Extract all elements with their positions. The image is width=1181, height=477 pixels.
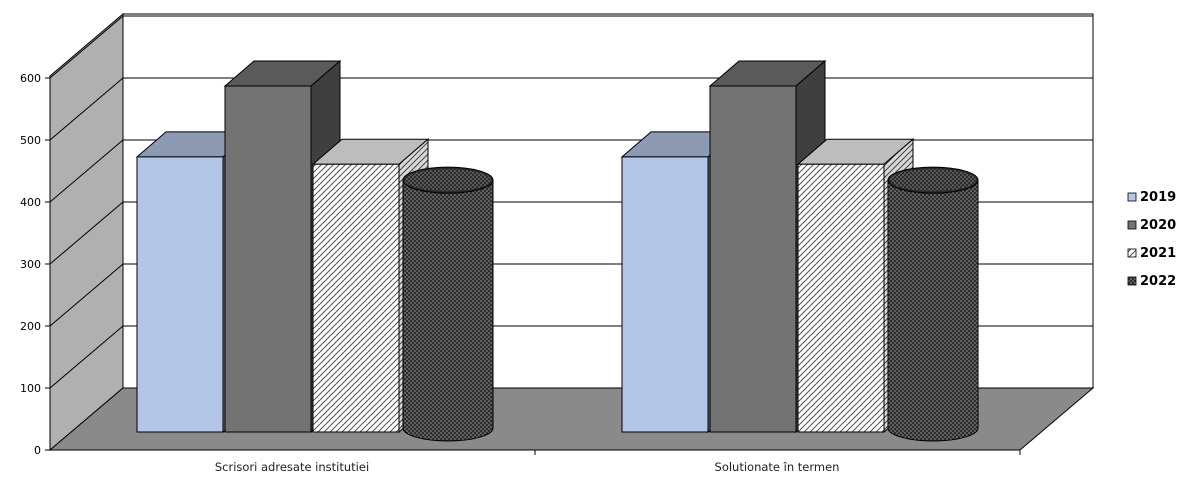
bar-front bbox=[621, 156, 709, 433]
y-tick-label: 500 bbox=[20, 134, 41, 147]
legend-swatch bbox=[1127, 276, 1137, 286]
y-axis: 0 100 200 300 400 500 600 bbox=[20, 72, 51, 457]
legend-swatch bbox=[1127, 192, 1137, 202]
y-tick-label: 300 bbox=[20, 258, 41, 271]
bars bbox=[135, 59, 979, 442]
bar-front bbox=[797, 163, 885, 433]
gridline-side bbox=[49, 139, 124, 203]
gridline-side bbox=[49, 77, 124, 141]
x-axis: Scrisori adresate institutiei Solutionate… bbox=[50, 449, 1021, 474]
bar-front bbox=[136, 156, 224, 433]
legend-label: 2021 bbox=[1140, 246, 1176, 261]
y-tick-label: 400 bbox=[20, 196, 41, 209]
bar bbox=[887, 166, 979, 442]
side-wall bbox=[49, 12, 124, 452]
legend-item: 2021 bbox=[1127, 246, 1176, 261]
legend-swatch bbox=[1127, 220, 1137, 230]
bar-group bbox=[135, 59, 494, 442]
bar-body bbox=[887, 179, 979, 442]
gridline-side bbox=[49, 201, 124, 265]
legend-label: 2019 bbox=[1140, 190, 1176, 205]
bar-top-texture bbox=[405, 169, 491, 192]
bar-front bbox=[224, 85, 312, 433]
category-label: Solutionate în termen bbox=[715, 460, 840, 474]
bar-body bbox=[402, 179, 494, 442]
bar-top-texture bbox=[890, 169, 976, 192]
y-tick-label: 200 bbox=[20, 320, 41, 333]
gridline-side bbox=[49, 325, 124, 389]
legend-item: 2020 bbox=[1127, 218, 1176, 233]
y-tick-label: 0 bbox=[34, 444, 41, 457]
legend-swatch bbox=[1127, 248, 1137, 258]
legend-label: 2022 bbox=[1140, 274, 1176, 289]
y-tick-label: 100 bbox=[20, 382, 41, 395]
y-tick-label: 600 bbox=[20, 72, 41, 85]
category-label: Scrisori adresate institutiei bbox=[215, 460, 369, 474]
bar-front bbox=[312, 163, 400, 433]
legend: 2019 2020 2021 2022 bbox=[1127, 190, 1176, 289]
bar bbox=[402, 166, 494, 442]
gridline-side bbox=[49, 263, 124, 327]
bar-group bbox=[620, 59, 979, 442]
bar-front bbox=[709, 85, 797, 433]
legend-item: 2019 bbox=[1127, 190, 1176, 205]
gridline-side bbox=[49, 15, 124, 79]
legend-label: 2020 bbox=[1140, 218, 1176, 233]
legend-item: 2022 bbox=[1127, 274, 1176, 289]
